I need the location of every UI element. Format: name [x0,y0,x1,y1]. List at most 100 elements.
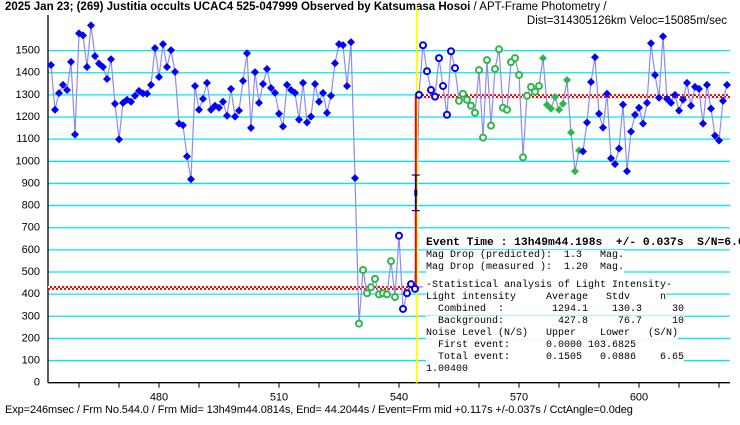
data-point [495,45,503,54]
data-point [255,98,263,107]
mag-drop-measured: Mag Drop (measured ): 1.20 Mag. [426,262,625,273]
noise-header: Noise Level (N/S) Upper Lower (S/N) [426,328,679,339]
data-point [351,174,359,183]
data-point [399,304,407,313]
y-tick-label-0: 0 [34,377,40,389]
data-point [603,89,611,98]
data-point [451,64,459,73]
data-point [491,64,499,73]
data-point [627,127,635,136]
data-point [487,121,495,130]
chart-title: 2025 Jan 23; (269) Justitia occults UCAC… [5,1,606,13]
data-point [343,82,351,91]
data-point [547,104,555,113]
data-point [267,84,275,93]
data-point [339,41,347,50]
data-point [147,80,155,89]
y-tick-label-1200: 1200 [16,111,40,123]
data-point [219,97,227,106]
y-tick-label-300: 300 [22,310,40,322]
data-point [431,92,439,101]
data-point [623,167,631,176]
data-point [435,54,443,63]
data-point [227,84,235,93]
data-point [223,111,231,120]
y-tick-label-200: 200 [22,332,40,344]
data-point [59,80,67,89]
data-point [695,84,703,93]
data-point [279,122,287,131]
data-point [471,108,479,117]
data-point [647,39,655,48]
data-point [191,82,199,91]
noise-total-event: Total event: 0.1505 0.0886 6.65 [426,352,685,363]
data-point [67,57,75,66]
y-tick-label-500: 500 [22,266,40,278]
data-point [411,284,419,293]
data-point [423,67,431,76]
data-point [643,98,651,107]
y-tick-label-1100: 1100 [16,133,40,145]
data-point [679,95,687,104]
data-point [415,90,423,99]
data-point [439,82,447,91]
data-point [307,112,315,121]
title-method: / APT-Frame Photometry / [470,1,607,13]
data-point [71,130,79,139]
data-point [611,160,619,169]
stats-panel: Event Time : 13h49m44.198s +/- 0.037s S/… [426,236,740,376]
data-point [671,90,679,99]
data-point [579,147,587,156]
data-point [79,31,87,40]
data-point [427,86,435,95]
data-point [503,105,511,114]
data-point [419,41,427,50]
data-point [371,274,379,283]
data-point [271,88,279,97]
data-point [315,97,323,106]
y-tick-label-600: 600 [22,244,40,256]
background-level-line [48,285,417,290]
data-point [111,99,119,108]
data-point [243,49,251,58]
data-point [231,112,239,121]
data-point [163,62,171,71]
data-point [711,131,719,140]
x-tick-label-540: 540 [390,392,408,404]
data-point [675,106,683,115]
data-point [511,54,519,63]
data-point [251,68,259,77]
data-point [619,100,627,109]
noise-first-event: First event: 0.0000 103.6825 [426,340,637,351]
stats-background-row: Background: 427.8 76.7 10 [426,316,685,327]
data-point [323,108,331,117]
data-point [531,87,539,96]
data-point [215,103,223,112]
data-point [639,119,647,128]
data-point [635,103,643,112]
data-point [195,105,203,114]
data-point [527,82,535,91]
data-point [555,105,563,114]
event-time: Event Time : 13h49m44.198s +/- 0.037s S/… [426,237,740,249]
data-point [723,80,731,89]
data-point [607,154,615,163]
data-point [659,32,667,41]
data-point [359,266,367,275]
data-point [651,70,659,79]
data-point [107,55,115,64]
x-tick-label-600: 600 [630,392,648,404]
data-point [687,101,695,110]
data-point [655,93,663,102]
data-point [331,59,339,68]
data-point [715,136,723,145]
data-point [383,290,391,299]
y-tick-label-800: 800 [22,200,40,212]
data-point [571,167,579,176]
data-point [403,289,411,298]
data-point [235,106,243,115]
data-point [703,80,711,89]
data-point [443,110,451,119]
data-point [283,80,291,89]
